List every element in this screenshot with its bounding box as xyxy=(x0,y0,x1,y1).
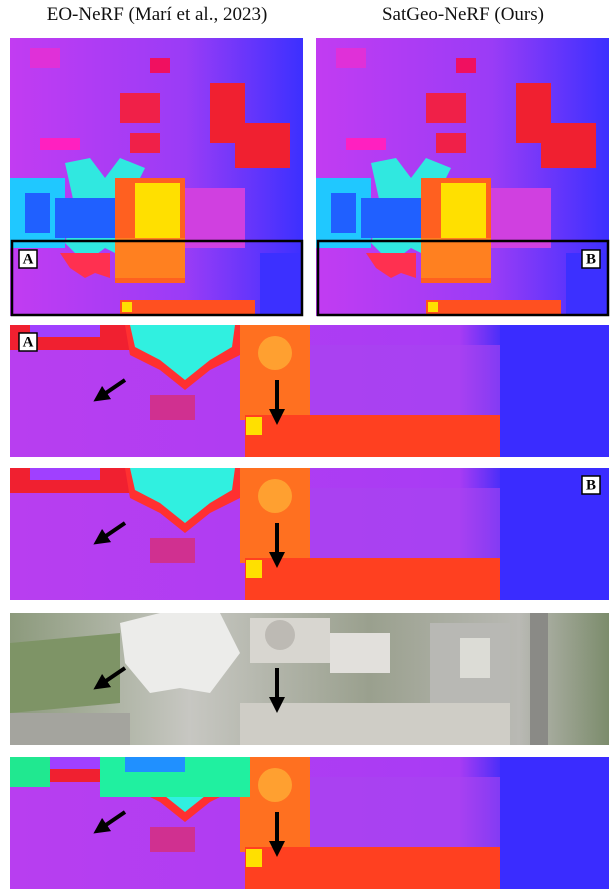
panel-label: B xyxy=(586,251,596,267)
rgb-strip xyxy=(10,613,609,745)
panel-label: A xyxy=(23,334,34,350)
column-title: EO-NeRF (Marí et al., 2023) xyxy=(47,4,268,25)
height-map xyxy=(316,38,609,316)
zoom-strip xyxy=(10,468,609,600)
panel-label: A xyxy=(23,251,34,267)
column-title: SatGeo-NeRF (Ours) xyxy=(382,4,544,25)
zoom-strip xyxy=(10,757,609,889)
figure: EO-NeRF (Marí et al., 2023) SatGeo-NeRF … xyxy=(0,0,611,892)
zoom-strip xyxy=(10,325,609,457)
height-map xyxy=(10,38,303,316)
panel-label: B xyxy=(586,477,596,493)
